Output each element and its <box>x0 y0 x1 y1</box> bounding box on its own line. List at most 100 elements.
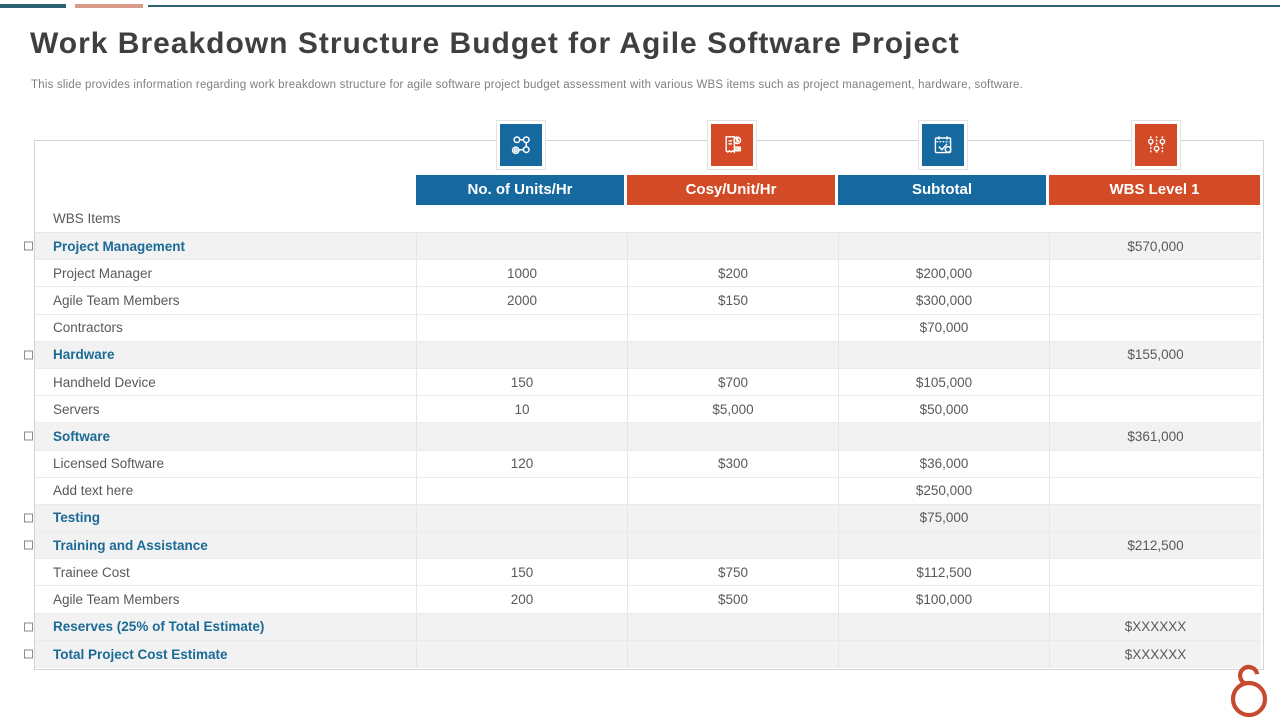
cost-cell <box>627 477 838 504</box>
row-label: Add text here <box>53 483 134 499</box>
row-label: Hardware <box>53 347 115 363</box>
subtotal-cell: $50,000 <box>838 396 1049 423</box>
cost-cell: $700 <box>627 368 838 396</box>
row-label: Project Manager <box>53 265 153 281</box>
wbs-cell <box>1049 396 1261 423</box>
subtotal-cell: $75,000 <box>838 504 1049 532</box>
subtotal-cell: $70,000 <box>838 314 1049 341</box>
table-row: Project Manager 1000 $200 $200,000 <box>35 260 1261 288</box>
hierarchy-icon <box>496 120 546 170</box>
bullet-square-icon <box>24 622 33 632</box>
subtotal-cell: $100,000 <box>838 586 1049 613</box>
units-cell <box>416 532 627 559</box>
cost-cell: $5,000 <box>627 396 838 423</box>
subtotal-cell: $36,000 <box>838 450 1049 477</box>
row-label: Total Project Cost Estimate <box>53 646 228 662</box>
table-row: Handheld Device 150 $700 $105,000 <box>35 368 1261 397</box>
table-row-category: Hardware $155,000 <box>24 341 1261 369</box>
sliders-icon-tile <box>1135 124 1177 166</box>
cost-cell <box>627 341 838 368</box>
wbs-cell: $570,000 <box>1049 233 1261 260</box>
units-cell <box>416 477 627 504</box>
cost-cell <box>627 233 838 260</box>
units-cell <box>416 314 627 341</box>
table-row-category: Reserves (25% of Total Estimate) $XXXXXX <box>24 613 1261 641</box>
wbs-cell <box>1049 559 1261 586</box>
subtotal-cell: $200,000 <box>838 260 1049 287</box>
row-label: Licensed Software <box>53 456 165 472</box>
wbs-cell <box>1049 586 1261 613</box>
table-body: WBS Items Project Management $570,000 Proj… <box>24 205 1261 668</box>
subtotal-cell <box>838 233 1049 260</box>
table-row: Agile Team Members 2000 $150 $300,000 <box>35 287 1261 315</box>
table-row-category: Project Management $570,000 <box>24 233 1261 261</box>
calendar-check-icon-tile <box>922 124 964 166</box>
wbs-cell <box>1049 504 1261 532</box>
units-cell: 120 <box>416 450 627 477</box>
subtotal-cell <box>838 532 1049 559</box>
top-bar-salmon-segment <box>75 4 143 8</box>
subtotal-cell: $112,500 <box>838 559 1049 586</box>
units-cell: 150 <box>416 368 627 396</box>
wbs-cell: $XXXXXX <box>1049 640 1261 668</box>
table-row-category: Training and Assistance $212,500 <box>24 532 1261 560</box>
table-header-row: No. of Units/Hr Cosy/Unit/Hr Subtotal WB… <box>416 175 1260 205</box>
subtotal-cell <box>838 640 1049 668</box>
wbs-cell <box>1049 314 1261 341</box>
subtotal-cell <box>838 423 1049 450</box>
units-cell: 2000 <box>416 287 627 314</box>
column-header-cost: Cosy/Unit/Hr <box>627 175 835 205</box>
cost-cell <box>627 613 838 640</box>
row-label: Trainee Cost <box>53 564 130 580</box>
subtotal-cell: $105,000 <box>838 368 1049 396</box>
row-label: Software <box>53 428 111 444</box>
cost-cell: $500 <box>627 586 838 613</box>
units-cell <box>416 504 627 532</box>
row-label: Reserves (25% of Total Estimate) <box>53 619 265 635</box>
page-title: Work Breakdown Structure Budget for Agil… <box>30 27 960 60</box>
row-label: Agile Team Members <box>53 292 180 308</box>
row-label: Servers <box>53 401 100 417</box>
wbs-cell <box>1049 477 1261 504</box>
cost-cell <box>627 314 838 341</box>
units-cell <box>416 423 627 450</box>
cost-cell <box>627 504 838 532</box>
cost-cell: $300 <box>627 450 838 477</box>
sliders-icon <box>1131 120 1181 170</box>
table-row: Trainee Cost 150 $750 $112,500 <box>35 559 1261 587</box>
subtotal-cell <box>838 341 1049 368</box>
table-row-category: Testing $75,000 <box>24 504 1261 533</box>
bullet-square-icon <box>24 241 33 251</box>
budget-table: No. of Units/Hr Cosy/Unit/Hr Subtotal WB… <box>24 120 1264 670</box>
table-row: Licensed Software 120 $300 $36,000 <box>35 450 1261 478</box>
subtotal-cell: $300,000 <box>838 287 1049 314</box>
wbs-cell <box>1049 287 1261 314</box>
cost-cell: $150 <box>627 287 838 314</box>
units-cell <box>416 640 627 668</box>
cost-cell <box>627 640 838 668</box>
row-label: Agile Team Members <box>53 592 180 608</box>
units-cell: 200 <box>416 586 627 613</box>
wbs-cell: $155,000 <box>1049 341 1261 368</box>
brand-swirl-logo <box>1230 664 1268 718</box>
wbs-cell: $361,000 <box>1049 423 1261 450</box>
column-header-wbs-level: WBS Level 1 <box>1049 175 1260 205</box>
wbs-cell: $XXXXXX <box>1049 613 1261 640</box>
column-header-units: No. of Units/Hr <box>416 175 624 205</box>
row-header-label: WBS Items <box>35 205 1261 233</box>
units-cell: 1000 <box>416 260 627 287</box>
table-row: Agile Team Members 200 $500 $100,000 <box>35 586 1261 614</box>
cost-cell <box>627 423 838 450</box>
units-cell: 150 <box>416 559 627 586</box>
table-row-category: Software $361,000 <box>24 423 1261 451</box>
cost-cell: $750 <box>627 559 838 586</box>
table-row: Contractors $70,000 <box>35 314 1261 342</box>
wbs-cell <box>1049 450 1261 477</box>
row-label: Handheld Device <box>53 374 156 390</box>
row-label: Contractors <box>53 320 123 336</box>
wbs-cell <box>1049 368 1261 396</box>
bullet-square-icon <box>24 540 33 550</box>
units-cell <box>416 233 627 260</box>
table-row: Servers 10 $5,000 $50,000 <box>35 396 1261 424</box>
